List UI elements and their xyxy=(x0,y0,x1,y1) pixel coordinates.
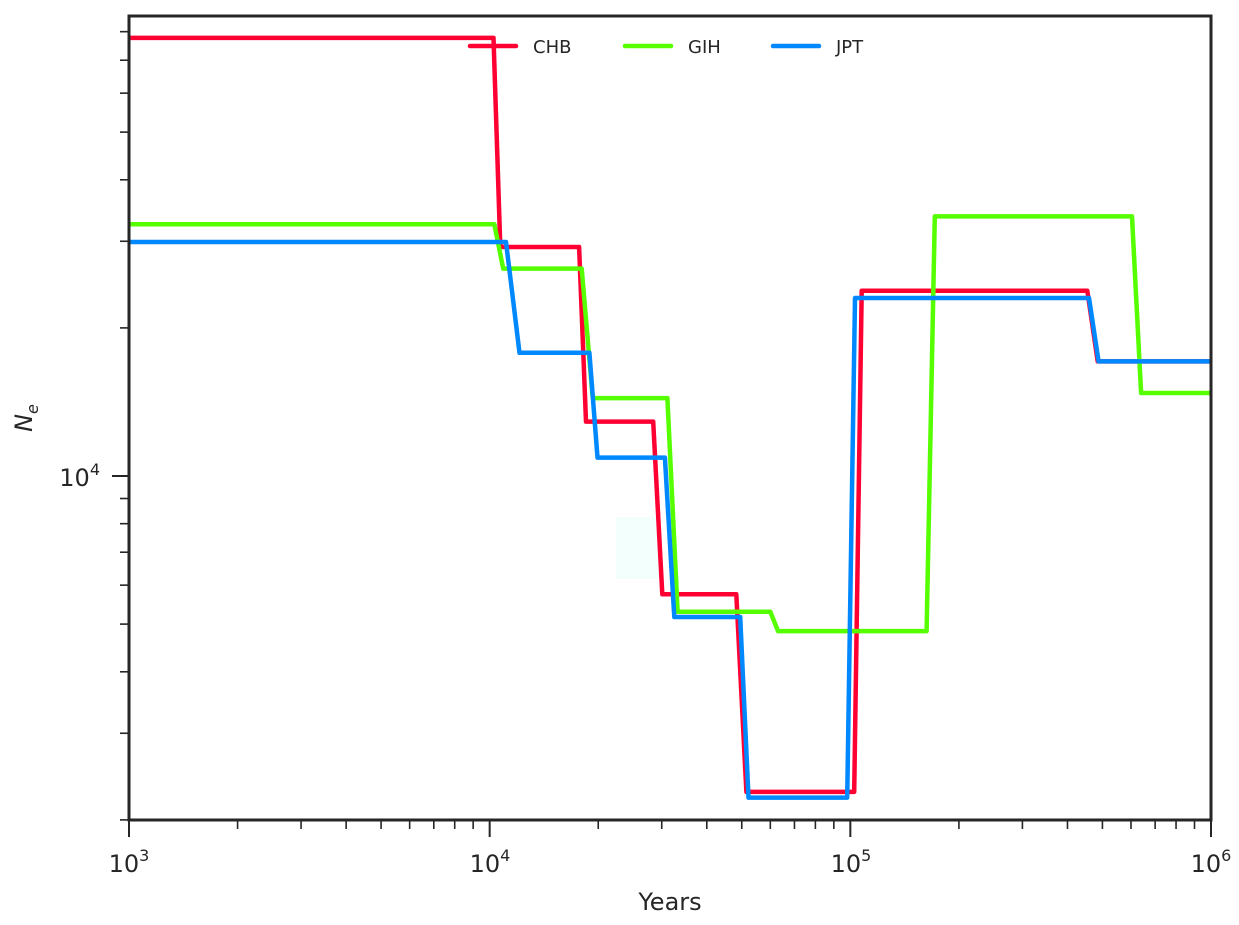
x-axis-label: Years xyxy=(637,888,701,916)
legend-item-chb: CHB xyxy=(467,37,571,58)
series-line-gih xyxy=(129,214,1211,634)
y-axis-ticks xyxy=(112,30,129,821)
x-tick-label-1e5: 105 xyxy=(831,846,872,878)
x-tick-label-1e6: 106 xyxy=(1191,846,1232,878)
svg-text:Ne: Ne xyxy=(10,404,42,432)
y-axis-label: Ne xyxy=(10,404,42,432)
x-tick-labels: 103 104 105 106 xyxy=(109,846,1232,878)
x-tick-label-1e4: 104 xyxy=(470,846,511,878)
series-line-jpt xyxy=(129,239,1211,800)
faint-highlight-box xyxy=(616,517,660,579)
legend-item-jpt: JPT xyxy=(770,37,864,58)
legend-item-gih: GIH xyxy=(622,37,721,58)
legend: CHB GIH JPT xyxy=(467,37,864,58)
x-tick-label-1e3: 103 xyxy=(109,846,150,878)
y-tick-label-1e4: 104 xyxy=(59,460,100,492)
legend-label-chb: CHB xyxy=(533,37,571,58)
series-layer xyxy=(129,35,1211,800)
axes-frame xyxy=(127,14,1213,822)
series-line-chb xyxy=(129,35,1211,795)
legend-label-gih: GIH xyxy=(688,37,721,58)
x-axis-ticks xyxy=(128,820,1212,837)
legend-label-jpt: JPT xyxy=(835,37,864,58)
